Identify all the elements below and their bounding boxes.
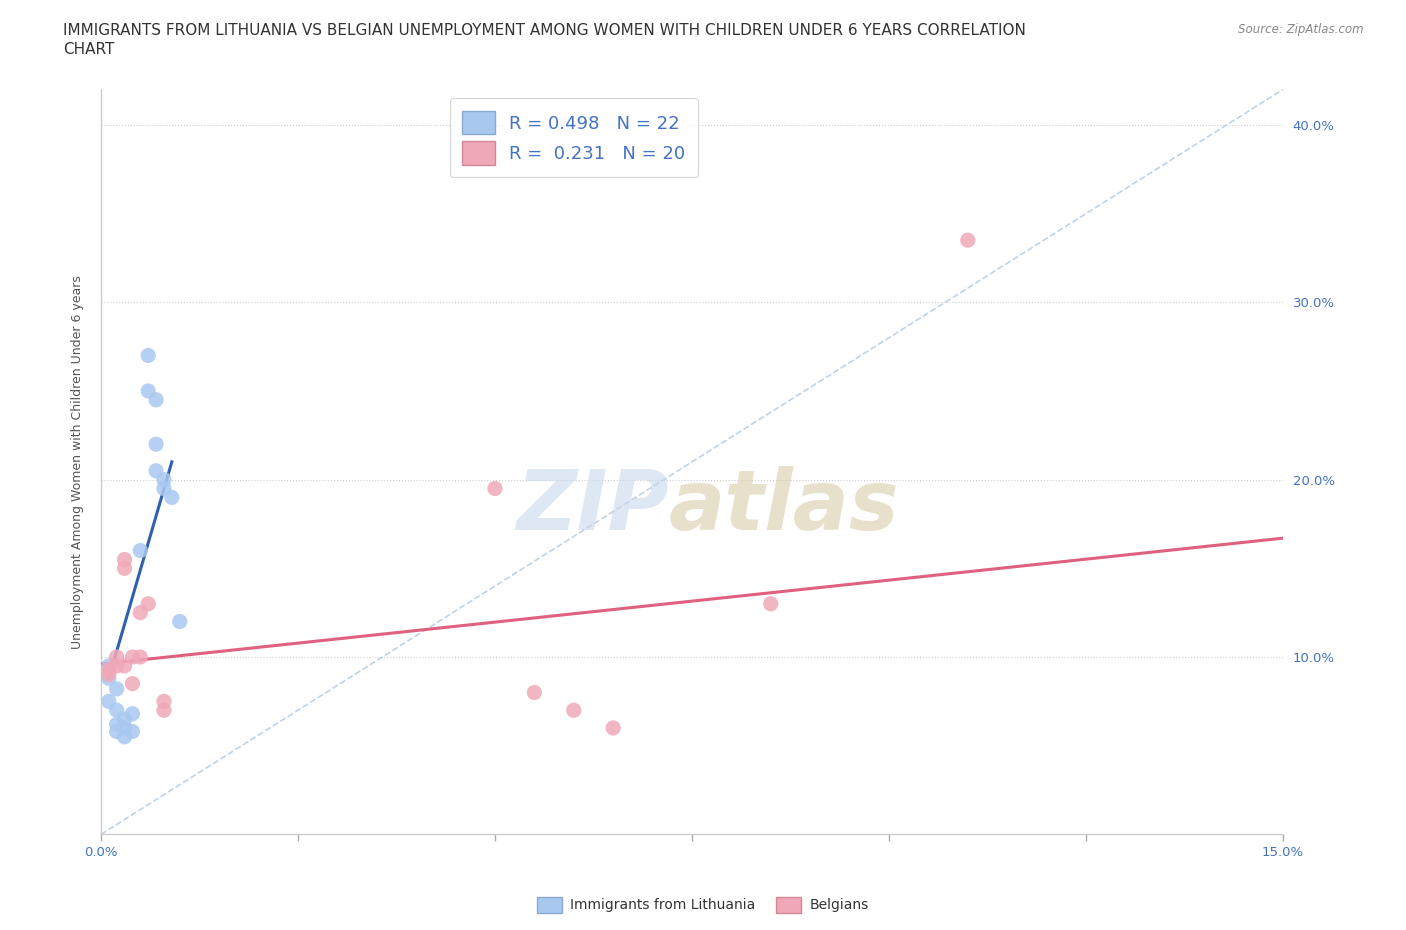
Point — [105, 724, 128, 739]
Text: CHART: CHART — [63, 42, 115, 57]
Point — [121, 676, 143, 691]
Point — [114, 729, 136, 744]
Y-axis label: Unemployment Among Women with Children Under 6 years: Unemployment Among Women with Children U… — [72, 275, 84, 649]
Point — [114, 658, 136, 673]
Point — [153, 703, 176, 718]
Point — [105, 717, 128, 732]
Point — [97, 671, 120, 685]
Point — [97, 694, 120, 709]
Point — [129, 649, 152, 664]
Point — [562, 703, 585, 718]
Point — [121, 724, 143, 739]
Point — [602, 721, 624, 736]
Point — [153, 481, 176, 496]
Text: ZIP: ZIP — [516, 466, 668, 547]
Point — [114, 711, 136, 726]
Point — [129, 543, 152, 558]
Point — [523, 685, 546, 700]
Point — [97, 658, 120, 673]
Point — [114, 721, 136, 736]
Point — [136, 348, 159, 363]
Point — [105, 649, 128, 664]
Point — [169, 614, 191, 629]
Point — [153, 472, 176, 487]
Point — [484, 481, 506, 496]
Legend: R = 0.498   N = 22, R =  0.231   N = 20: R = 0.498 N = 22, R = 0.231 N = 20 — [450, 99, 697, 178]
Point — [105, 682, 128, 697]
Point — [160, 490, 183, 505]
Point — [145, 392, 167, 407]
Point — [114, 552, 136, 567]
Point — [153, 694, 176, 709]
Legend: Immigrants from Lithuania, Belgians: Immigrants from Lithuania, Belgians — [531, 891, 875, 919]
Text: atlas: atlas — [668, 466, 898, 547]
Point — [136, 596, 159, 611]
Point — [97, 662, 120, 677]
Text: IMMIGRANTS FROM LITHUANIA VS BELGIAN UNEMPLOYMENT AMONG WOMEN WITH CHILDREN UNDE: IMMIGRANTS FROM LITHUANIA VS BELGIAN UNE… — [63, 23, 1026, 38]
Point — [145, 463, 167, 478]
Point — [145, 437, 167, 452]
Point — [114, 561, 136, 576]
Point — [759, 596, 782, 611]
Text: Source: ZipAtlas.com: Source: ZipAtlas.com — [1239, 23, 1364, 36]
Point — [121, 707, 143, 722]
Point — [105, 658, 128, 673]
Point — [97, 668, 120, 683]
Point — [136, 383, 159, 398]
Point — [105, 703, 128, 718]
Point — [956, 232, 979, 247]
Point — [129, 605, 152, 620]
Point — [121, 649, 143, 664]
